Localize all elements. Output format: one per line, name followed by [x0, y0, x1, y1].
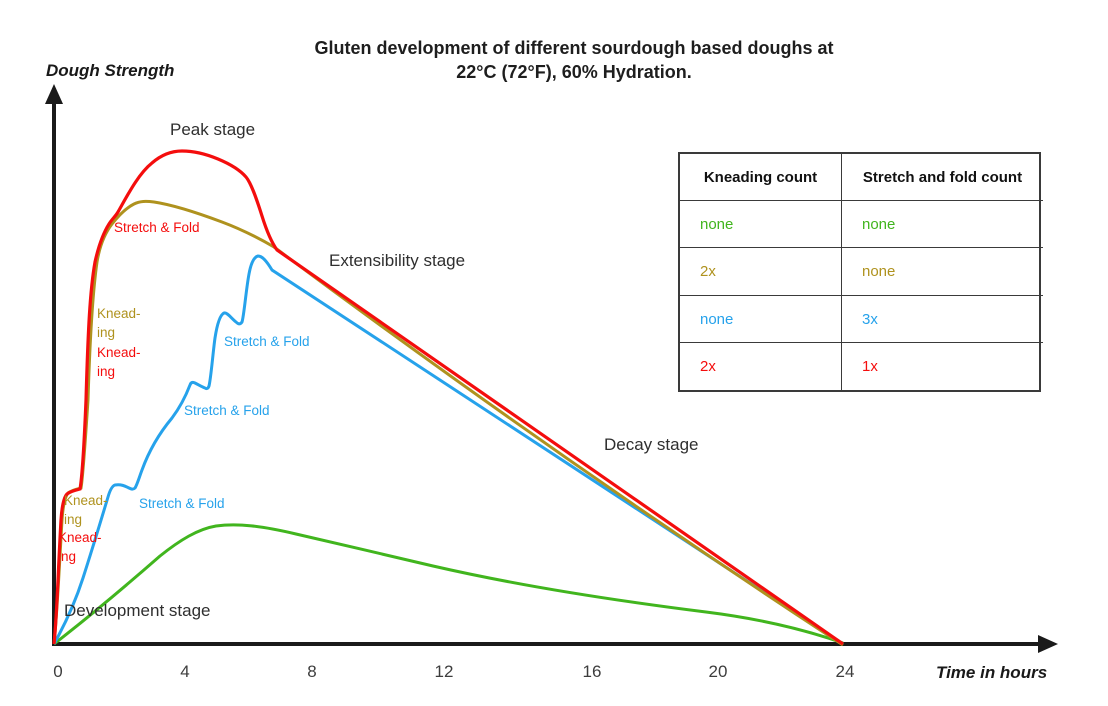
olive-kneading-label-upper-line2: ing: [97, 325, 116, 340]
olive-kneading-label-upper: Knead- ing: [97, 304, 141, 342]
chart-title: Gluten development of different sourdoug…: [254, 36, 894, 84]
blue-stretch-fold-label-2: Stretch & Fold: [184, 403, 270, 418]
legend-row-olive-kneading: 2x: [680, 248, 842, 296]
legend-row-green-kneading: none: [680, 201, 842, 248]
red-stretch-fold-label: Stretch & Fold: [114, 220, 200, 235]
legend-row-red-stretch-fold: 1x: [862, 358, 878, 375]
stage-label-extensibility: Extensibility stage: [329, 251, 466, 270]
red-kneading-label-upper-line2: ing: [97, 364, 116, 379]
chart-title-line1: Gluten development of different sourdoug…: [314, 38, 834, 58]
stage-label-peak: Peak stage: [170, 120, 256, 139]
legend-row-red-kneading: 2x: [680, 343, 842, 390]
blue-stretch-fold-label-1: Stretch & Fold: [139, 496, 225, 511]
legend-row-blue-kneading: none: [680, 296, 842, 343]
x-tick-12: 12: [434, 662, 454, 681]
legend-row-blue-stretch-fold: 3x: [842, 296, 1043, 343]
x-axis-label: Time in hours: [936, 663, 1048, 682]
x-tick-24: 24: [835, 662, 855, 681]
stage-label-development: Development stage: [64, 601, 211, 620]
legend-table: Kneading count Stretch and fold count no…: [678, 152, 1043, 392]
red-kneading-label-upper: Knead- ing: [97, 343, 141, 381]
x-tick-20: 20: [708, 662, 728, 681]
legend-row-olive-stretch-fold: none: [842, 248, 1043, 296]
blue-stretch-fold-label-3: Stretch & Fold: [224, 334, 310, 349]
olive-kneading-label-lower-line1: Knead-: [64, 493, 108, 508]
chart-title-line2: 22°C (72°F), 60% Hydration.: [456, 62, 692, 82]
x-tick-0: 0: [53, 662, 63, 681]
red-kneading-label-upper-line1: Knead-: [97, 345, 141, 360]
red-kneading-label-lower: Knead- ing: [58, 528, 102, 566]
x-tick-4: 4: [180, 662, 190, 681]
red-kneading-label-lower-line1: Knead-: [58, 530, 102, 545]
stage-label-decay: Decay stage: [604, 435, 699, 454]
legend-header-kneading-count: Kneading count: [680, 154, 842, 201]
olive-kneading-label-lower: Knead- ing: [64, 491, 108, 529]
y-axis-arrowhead-icon: [45, 84, 63, 104]
curve-green: [53, 523, 844, 646]
x-tick-16: 16: [582, 662, 602, 681]
legend-row-green-stretch-fold: none: [842, 201, 1043, 248]
x-axis-arrowhead-icon: [1038, 635, 1058, 653]
curve-blue: [52, 254, 844, 646]
legend-header-stretch-fold-count: Stretch and fold count: [842, 154, 1043, 201]
olive-kneading-label-upper-line1: Knead-: [97, 306, 141, 321]
olive-kneading-label-lower-line2: ing: [64, 512, 83, 527]
red-kneading-label-lower-line2: ing: [58, 549, 77, 564]
curve-red: [52, 149, 844, 646]
x-tick-8: 8: [307, 662, 317, 681]
y-axis-label: Dough Strength: [46, 61, 175, 80]
